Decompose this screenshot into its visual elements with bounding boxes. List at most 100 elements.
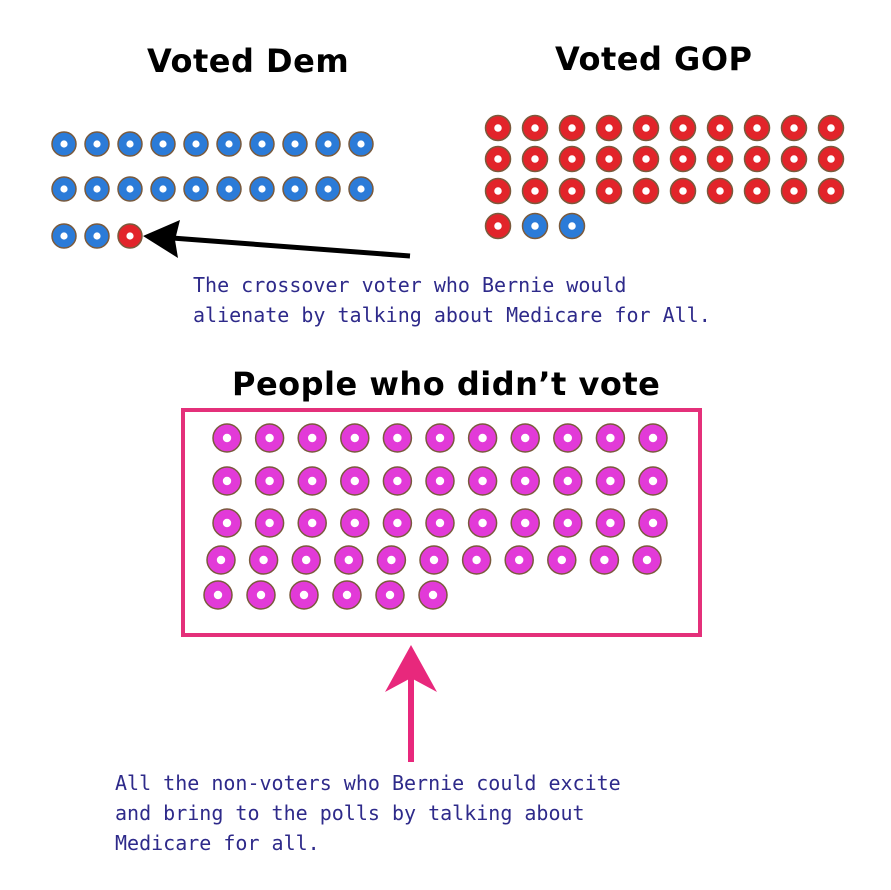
non-voter-dot-hole xyxy=(393,518,402,528)
gop-voter-dot-hole xyxy=(642,155,650,163)
non-voter-dot-hole xyxy=(299,590,309,600)
non-voter-dot-hole xyxy=(265,476,274,486)
gop-voter-dot-hole xyxy=(494,155,502,163)
dem-voter-dot-hole xyxy=(258,140,266,148)
gop-voter-dot-hole xyxy=(494,124,502,132)
gop-voter-dot-hole xyxy=(790,187,798,195)
gop-voter-dot-hole xyxy=(568,187,576,195)
non-voters-annotation-line-3: Medicare for all. xyxy=(115,831,320,855)
non-voter-dot-hole xyxy=(563,518,572,528)
dem-voter-dot-hole xyxy=(568,222,576,230)
non-voter-dot-hole xyxy=(265,518,274,528)
crossover-annotation-line-1: The crossover voter who Bernie would xyxy=(193,273,627,297)
gop-voter-dot-hole xyxy=(568,155,576,163)
dem-voter-dot-hole xyxy=(291,185,299,193)
non-voter-dot-hole xyxy=(428,590,438,600)
dem-voter-dot-hole xyxy=(60,232,68,240)
non-voter-dot-hole xyxy=(521,476,530,486)
non-voter-dot-hole xyxy=(648,518,658,528)
non-voters-annotation: All the non-voters who Bernie could exci… xyxy=(115,768,621,858)
non-voter-dot-hole xyxy=(344,555,353,565)
non-voter-dot-hole xyxy=(216,555,226,565)
dem-voter-dot-hole xyxy=(159,185,167,193)
non-voter-dot-hole xyxy=(259,555,268,565)
non-voter-dot-hole xyxy=(342,590,352,600)
gop-voter-dot-hole xyxy=(716,187,724,195)
dem-voter-dot-hole xyxy=(159,140,167,148)
non-voter-dot-hole xyxy=(393,476,402,486)
non-voter-dot-hole xyxy=(642,555,652,565)
dem-voter-dot-hole xyxy=(531,222,539,230)
dem-voter-dot-hole xyxy=(258,185,266,193)
non-voter-dot-hole xyxy=(350,476,359,486)
dem-voter-dot-hole xyxy=(126,140,134,148)
dem-voter-dot-hole xyxy=(60,140,68,148)
non-voter-dot-hole xyxy=(478,433,487,443)
gop-voter-dot-hole xyxy=(605,124,613,132)
gop-voter-dot-hole xyxy=(827,124,835,132)
non-voter-dot-hole xyxy=(478,476,487,486)
crossover-annotation: The crossover voter who Bernie would ali… xyxy=(193,270,711,330)
dem-voter-dot-hole xyxy=(225,185,233,193)
non-voters-box xyxy=(181,408,702,637)
gop-voter-dot-hole xyxy=(679,124,687,132)
non-voter-dot-hole xyxy=(648,476,658,486)
gop-voter-dot-hole xyxy=(753,155,761,163)
gop-voter-dot-hole xyxy=(568,124,576,132)
non-voter-dot-hole xyxy=(213,590,223,600)
non-voter-dot-hole xyxy=(256,590,266,600)
dem-voter-dot-hole xyxy=(93,232,101,240)
gop-voter-dot-hole xyxy=(716,124,724,132)
dem-voter-dot-hole xyxy=(192,140,200,148)
gop-voter-dot-hole xyxy=(531,155,539,163)
non-voter-dot-hole xyxy=(478,518,487,528)
non-voter-dot-hole xyxy=(308,518,317,528)
non-voters-dots xyxy=(203,423,668,610)
gop-voter-dot-hole xyxy=(753,187,761,195)
dem-voter-dot-hole xyxy=(60,185,68,193)
non-voters-arrow xyxy=(385,645,437,762)
dem-voter-dot-hole xyxy=(324,140,332,148)
crossover-arrow xyxy=(143,220,411,259)
gop-voter-dot-hole xyxy=(605,187,613,195)
gop-voter-dot-hole xyxy=(827,155,835,163)
crossover-annotation-line-2: alienate by talking about Medicare for A… xyxy=(193,303,711,327)
non-voter-dot-hole xyxy=(521,433,530,443)
dem-voter-dot-hole xyxy=(291,140,299,148)
non-voter-dot-hole xyxy=(563,433,572,443)
non-voter-dot-hole xyxy=(222,518,232,528)
non-voter-dot-hole xyxy=(435,433,445,443)
non-voter-dot-hole xyxy=(393,433,402,443)
voted-gop-dots xyxy=(484,114,845,240)
dem-voter-dot-hole xyxy=(192,185,200,193)
non-voter-dot-hole xyxy=(350,433,359,443)
non-voter-dot-hole xyxy=(472,555,481,565)
dem-voter-dot-hole xyxy=(357,185,365,193)
non-voter-dot-hole xyxy=(308,433,317,443)
non-voters-annotation-line-2: and bring to the polls by talking about xyxy=(115,801,585,825)
non-voter-dot-hole xyxy=(435,476,445,486)
non-voter-dot-hole xyxy=(387,555,396,565)
gop-voter-dot-hole xyxy=(753,124,761,132)
gop-voter-dot-hole xyxy=(494,187,502,195)
gop-voter-dot-hole xyxy=(531,124,539,132)
gop-voter-dot-hole xyxy=(679,187,687,195)
non-voter-dot-hole xyxy=(350,518,359,528)
non-voters-title: People who didn’t vote xyxy=(232,365,661,403)
non-voter-dot-hole xyxy=(600,555,609,565)
non-voter-dot-hole xyxy=(606,433,615,443)
gop-voter-dot-hole xyxy=(642,124,650,132)
non-voter-dot-hole xyxy=(429,555,439,565)
non-voter-dot-hole xyxy=(557,555,566,565)
gop-voter-dot-hole xyxy=(494,222,502,230)
non-voter-dot-hole xyxy=(222,433,232,443)
non-voters-annotation-line-1: All the non-voters who Bernie could exci… xyxy=(115,771,621,795)
dem-voter-dot-hole xyxy=(324,185,332,193)
dem-voter-dot-hole xyxy=(357,140,365,148)
dem-voter-dot-hole xyxy=(126,185,134,193)
non-voter-dot-hole xyxy=(521,518,530,528)
voted-dem-dots xyxy=(51,131,374,249)
non-voter-dot-hole xyxy=(563,476,572,486)
voted-gop-title: Voted GOP xyxy=(555,40,753,78)
